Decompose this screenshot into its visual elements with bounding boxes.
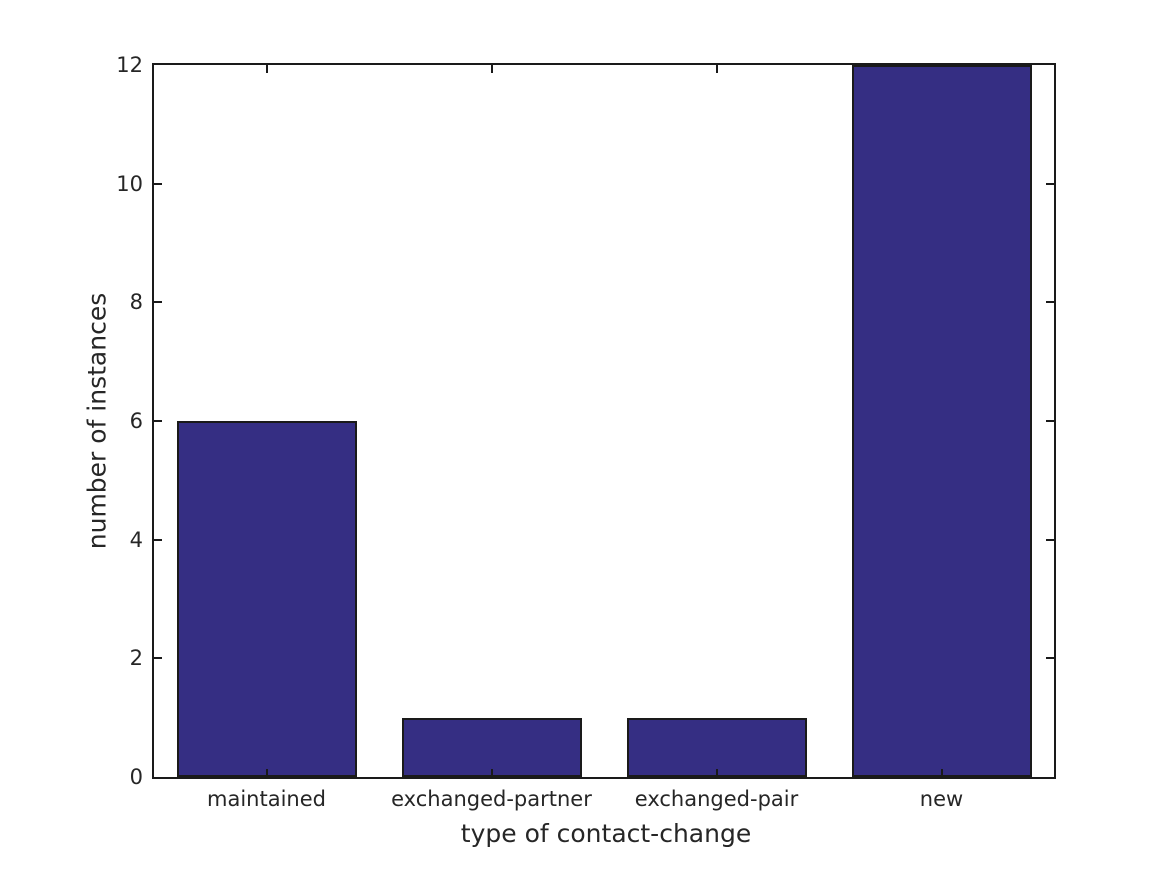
y-tick-right <box>1046 182 1054 185</box>
y-tick-left <box>154 420 162 422</box>
x-tick-top <box>490 65 493 73</box>
x-tick-bottom <box>490 769 493 777</box>
y-tick-right <box>1046 657 1054 660</box>
y-tick-left <box>154 301 162 304</box>
bar-new <box>851 65 1032 777</box>
y-tick-label: 0 <box>129 765 143 789</box>
x-tick-bottom <box>265 769 268 777</box>
x-tick-top <box>715 65 718 73</box>
x-tick-label: exchanged-pair <box>634 787 799 811</box>
x-tick-label: exchanged-partner <box>391 787 592 811</box>
y-tick-left <box>154 657 162 660</box>
y-tick-label: 12 <box>116 53 143 77</box>
plot-area <box>152 63 1056 779</box>
y-tick-right <box>1046 538 1054 541</box>
x-tick-bottom <box>940 769 943 777</box>
y-tick-label: 6 <box>129 409 143 433</box>
y-tick-label: 10 <box>116 171 143 196</box>
x-tick-top <box>265 65 268 73</box>
y-tick-left <box>154 182 162 185</box>
x-tick-bottom <box>715 769 718 777</box>
y-tick-label: 4 <box>129 527 143 552</box>
x-tick-label: maintained <box>207 787 326 811</box>
bar-exchanged-pair <box>626 717 807 777</box>
y-tick-left <box>154 538 162 541</box>
y-tick-right <box>1046 301 1054 304</box>
y-tick-label: 2 <box>129 646 143 671</box>
x-axis-label: type of contact-change <box>460 819 752 848</box>
y-tick-label: 8 <box>129 290 143 315</box>
bar-maintained <box>176 421 357 777</box>
y-tick-right <box>1046 420 1054 422</box>
x-tick-label: new <box>919 787 964 811</box>
